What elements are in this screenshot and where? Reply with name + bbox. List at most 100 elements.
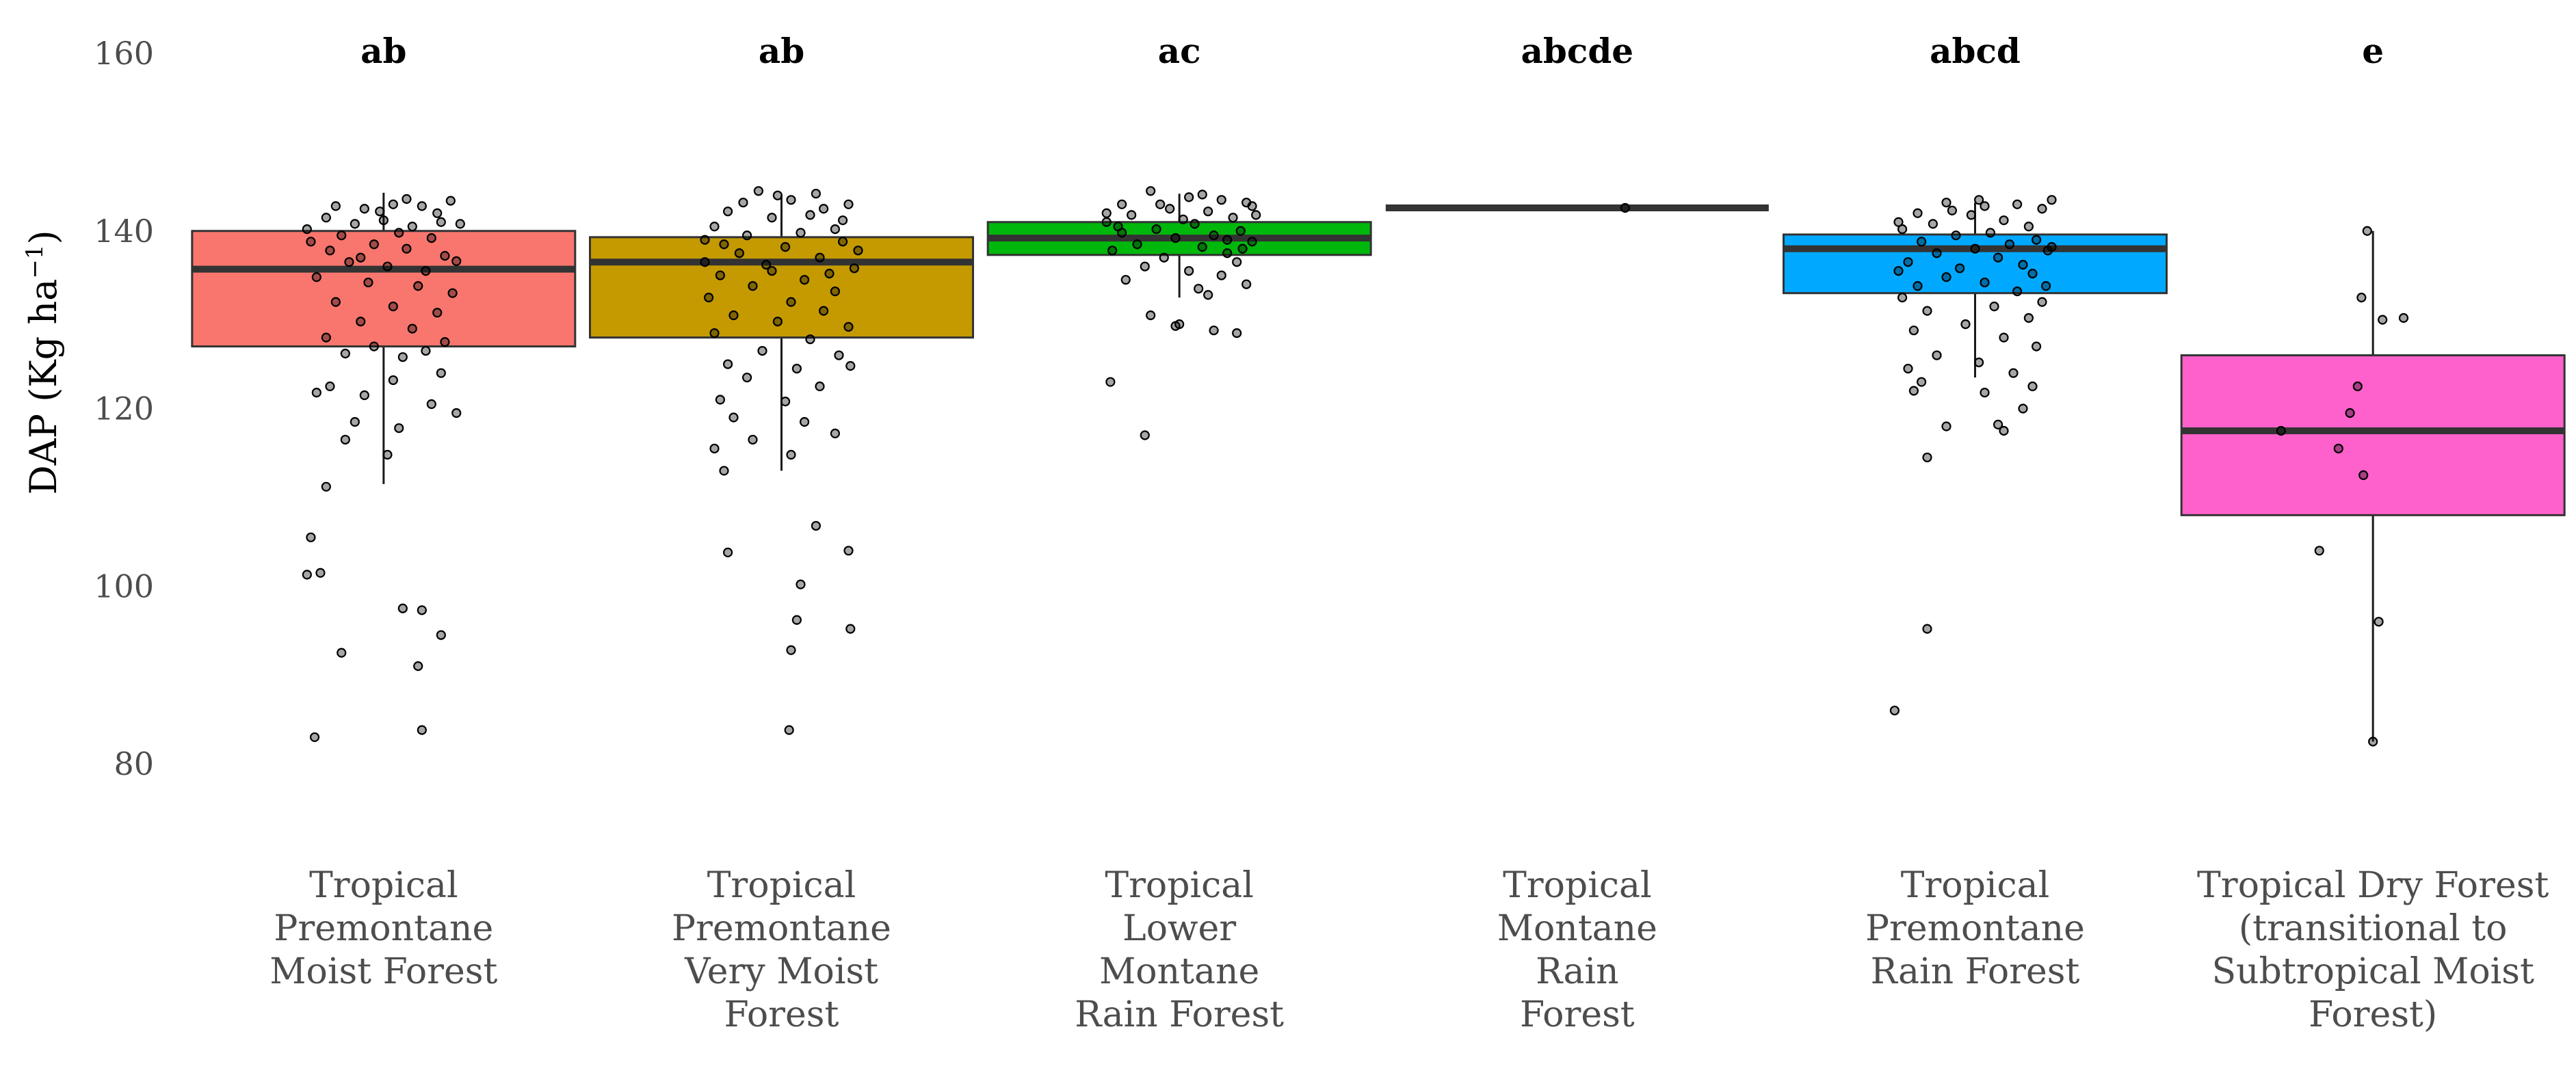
data-point <box>786 449 796 460</box>
data-point <box>1216 195 1226 205</box>
category-label-line: Very Moist <box>684 951 878 992</box>
data-point <box>772 190 783 200</box>
data-point <box>837 215 848 226</box>
data-point <box>356 317 366 327</box>
data-point <box>1897 293 1908 303</box>
data-point <box>1113 222 1123 232</box>
data-point <box>447 288 458 298</box>
iqr-box <box>2180 354 2566 516</box>
data-point <box>1222 248 1233 258</box>
data-point <box>1955 263 1965 274</box>
data-point <box>309 732 320 743</box>
data-point <box>1194 284 1204 294</box>
data-point <box>1209 325 1219 336</box>
data-point <box>302 224 312 235</box>
data-point <box>311 388 321 398</box>
data-point <box>417 605 427 615</box>
data-point <box>1966 210 1976 220</box>
data-point <box>2012 199 2023 209</box>
y-axis-title: DAP (Kg ha−1) <box>21 230 65 494</box>
data-point <box>359 390 369 401</box>
y-axis-title-group: DAP (Kg ha−1) <box>21 230 65 494</box>
data-point <box>845 624 856 634</box>
category-label-line: Tropical <box>309 865 458 906</box>
data-point <box>811 520 822 531</box>
data-point <box>2047 195 2057 205</box>
data-point <box>1980 201 1990 211</box>
category-label-line: Moist Forest <box>270 951 497 992</box>
data-point <box>843 546 854 556</box>
data-point <box>2378 315 2388 325</box>
data-point <box>417 725 427 735</box>
data-point <box>2314 546 2324 556</box>
data-point <box>350 219 360 229</box>
data-point <box>2032 341 2042 351</box>
data-point <box>786 645 796 655</box>
data-point <box>799 416 810 427</box>
data-point <box>426 399 436 410</box>
data-point <box>325 381 335 392</box>
data-point <box>757 345 767 356</box>
data-point <box>2027 268 2038 279</box>
data-point <box>2345 408 2355 418</box>
data-point <box>786 297 796 307</box>
data-point <box>2356 293 2367 303</box>
category-label-line: Rain Forest <box>1871 951 2080 992</box>
data-point <box>815 252 825 263</box>
data-point <box>818 306 829 316</box>
category-label-line: Montane <box>1497 908 1657 949</box>
data-point <box>796 228 806 238</box>
data-point <box>1947 205 1957 215</box>
data-point <box>709 222 720 232</box>
significance-letter: abcd <box>1930 31 2021 71</box>
data-point <box>388 375 398 386</box>
data-point <box>375 207 385 217</box>
data-point <box>2398 313 2409 323</box>
y-axis-ticks: 80 100 120 140 160 <box>94 35 154 782</box>
data-point <box>344 257 354 267</box>
data-point <box>719 466 729 476</box>
data-point <box>445 196 456 206</box>
data-point <box>1932 350 1942 360</box>
data-point <box>780 242 791 252</box>
data-point <box>2027 381 2038 392</box>
data-point <box>426 233 436 243</box>
data-point <box>382 449 393 460</box>
data-point <box>311 272 321 282</box>
data-point <box>722 207 733 217</box>
data-point <box>321 481 331 492</box>
y-tick-label: 80 <box>114 745 154 782</box>
data-point <box>1917 237 1927 247</box>
data-point <box>784 725 794 735</box>
data-point <box>748 434 758 445</box>
data-point <box>1237 243 1248 254</box>
data-point <box>1993 419 2003 429</box>
data-point <box>382 261 393 271</box>
data-point <box>1989 302 1999 312</box>
data-point <box>1951 230 1961 241</box>
data-point <box>1993 252 2003 263</box>
data-point <box>337 648 347 658</box>
data-point <box>830 224 841 235</box>
data-point <box>2018 403 2028 414</box>
category-label-line: Forest <box>724 994 839 1035</box>
data-point <box>709 443 720 454</box>
data-point <box>1151 224 1161 235</box>
data-point <box>1251 210 1261 220</box>
data-point <box>440 251 450 261</box>
significance-letter: e <box>2362 31 2384 71</box>
data-point <box>388 302 398 312</box>
data-point <box>2037 297 2047 307</box>
data-point <box>715 270 726 280</box>
data-point <box>1247 237 1257 247</box>
data-point <box>1216 270 1226 280</box>
data-point <box>1913 208 1923 218</box>
data-point <box>455 219 465 229</box>
data-point <box>432 308 443 318</box>
category-label-line: Tropical <box>1503 865 1652 906</box>
data-point <box>1941 272 1951 282</box>
data-point <box>413 661 423 672</box>
data-point <box>1232 257 1242 267</box>
